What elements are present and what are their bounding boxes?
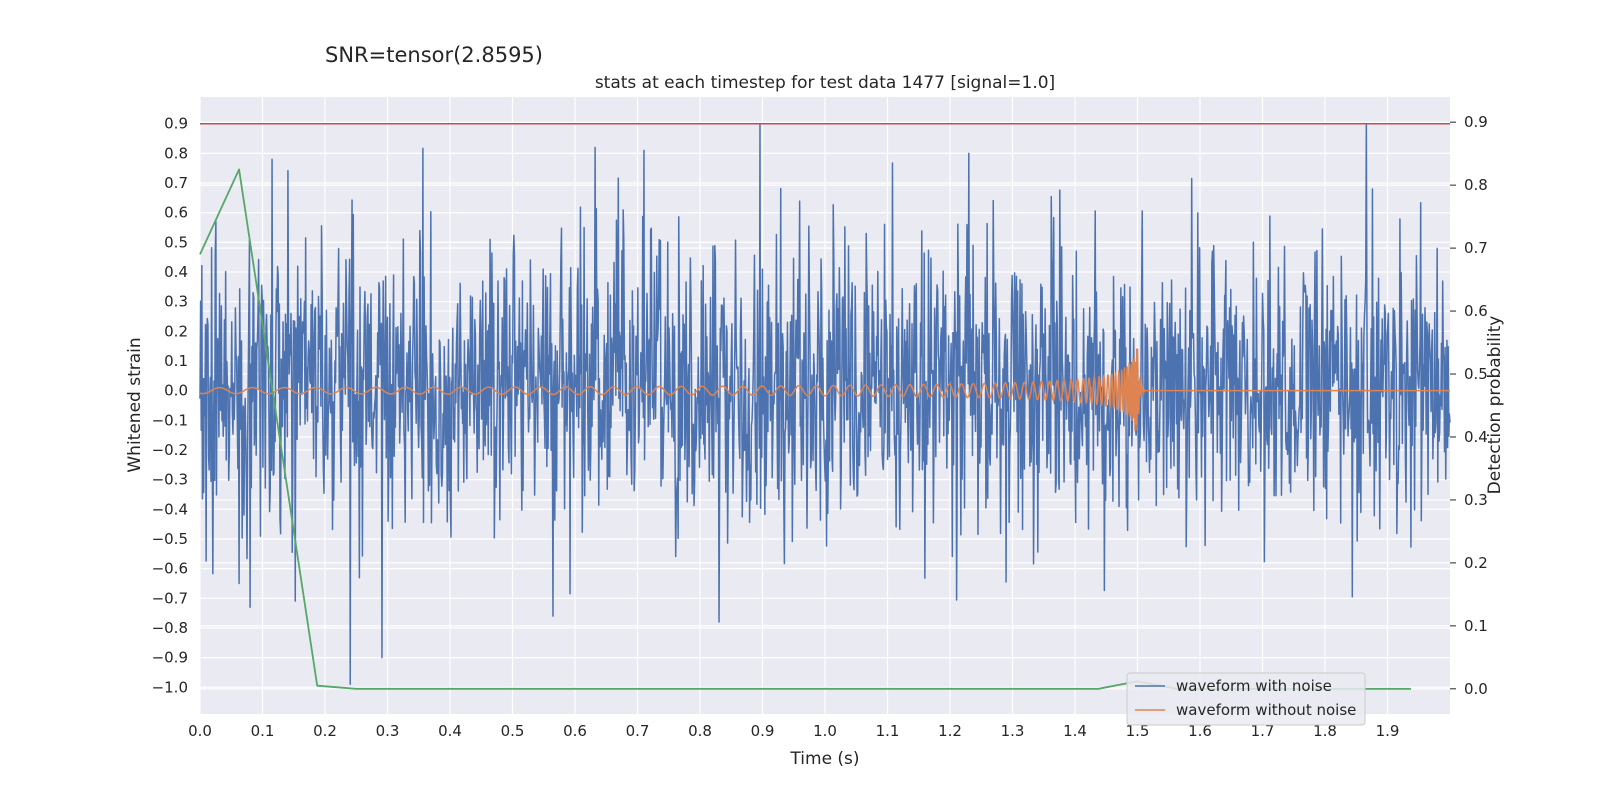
x-tick-label: 1.0 (813, 722, 837, 740)
y-axis-label-right: Detection probability (1485, 316, 1505, 495)
series-line-waveform-without-noise (199, 348, 1451, 432)
legend-box (1126, 672, 1366, 726)
y-tick-label-right: 0.3 (1464, 491, 1488, 509)
ticks: 0.0 0.1 0.2 0.3 0.4 0.5 0.6 0.7 0.8 0.9 1.0 1.1 1.2 1… (152, 113, 1488, 740)
x-tick-label: 1.3 (1001, 722, 1025, 740)
x-tick-label: 1.5 (1126, 722, 1150, 740)
x-tick-label: 1.8 (1313, 722, 1337, 740)
y-axis-label-left: Whitened strain (125, 337, 145, 472)
x-tick-label: 1.6 (1188, 722, 1212, 740)
y-tick-label-left: 0.0 (164, 382, 188, 400)
y-tick-label-left: −1.0 (152, 678, 188, 696)
legend: waveform with noise waveform without noi… (1126, 672, 1366, 726)
y-tick-label-left: 0.7 (164, 174, 188, 192)
legend-label-waveform-without-noise: waveform without noise (1176, 701, 1356, 719)
y-tick-label-left: 0.9 (164, 115, 188, 133)
x-tick-label: 1.7 (1251, 722, 1275, 740)
y-tick-label-left: −0.5 (152, 530, 188, 548)
x-tick-label: 1.1 (876, 722, 900, 740)
x-tick-label: 0.3 (376, 722, 400, 740)
y-tick-label-left: −0.2 (152, 441, 188, 459)
y-tick-label-left: 0.1 (164, 352, 188, 370)
y-tick-label-left: 0.4 (164, 263, 188, 281)
x-tick-label: 0.2 (313, 722, 337, 740)
y-tick-label-right: 0.8 (1464, 176, 1488, 194)
y-tick-label-left: −0.1 (152, 411, 188, 429)
grid (199, 97, 1450, 714)
plot-title: stats at each timestep for test data 147… (595, 73, 1055, 93)
y-tick-label-left: −0.7 (152, 589, 188, 607)
y-tick-label-left: −0.8 (152, 619, 188, 637)
x-axis-label: Time (s) (789, 749, 859, 769)
y-tick-label-left: −0.4 (152, 500, 188, 518)
x-tick-label: 0.7 (626, 722, 650, 740)
y-tick-label-right: 0.9 (1464, 113, 1488, 131)
x-tick-label: 0.9 (751, 722, 775, 740)
y-tick-label-right: 0.6 (1464, 302, 1488, 320)
y-tick-label-left: 0.8 (164, 144, 188, 162)
y-tick-label-left: 0.2 (164, 322, 188, 340)
y-tick-label-left: −0.6 (152, 560, 188, 578)
x-tick-label: 1.2 (938, 722, 962, 740)
x-tick-label: 1.9 (1376, 722, 1400, 740)
y-tick-label-right: 0.4 (1464, 428, 1488, 446)
x-tick-label: 0.8 (688, 722, 712, 740)
x-tick-label: 0.5 (501, 722, 525, 740)
x-tick-label: 0.4 (438, 722, 462, 740)
x-tick-label: 0.0 (188, 722, 212, 740)
y-tick-label-left: 0.6 (164, 204, 188, 222)
x-tick-label: 0.6 (563, 722, 587, 740)
y-tick-label-right: 0.0 (1464, 680, 1488, 698)
y-tick-label-right: 0.1 (1464, 617, 1488, 635)
y-tick-label-left: −0.3 (152, 471, 188, 489)
suptitle: SNR=tensor(2.8595) (325, 43, 543, 67)
y-tick-label-right: 0.5 (1464, 365, 1488, 383)
y-tick-label-right: 0.7 (1464, 239, 1488, 257)
x-tick-label: 0.1 (251, 722, 275, 740)
series-line-waveform-with-noise (199, 122, 1451, 686)
x-tick-label: 1.4 (1063, 722, 1087, 740)
y-tick-label-left: 0.3 (164, 293, 188, 311)
y-tick-label-left: −0.9 (152, 649, 188, 667)
y-tick-label-right: 0.2 (1464, 554, 1488, 572)
legend-label-waveform-with-noise: waveform with noise (1176, 677, 1332, 695)
y-tick-label-left: 0.5 (164, 233, 188, 251)
